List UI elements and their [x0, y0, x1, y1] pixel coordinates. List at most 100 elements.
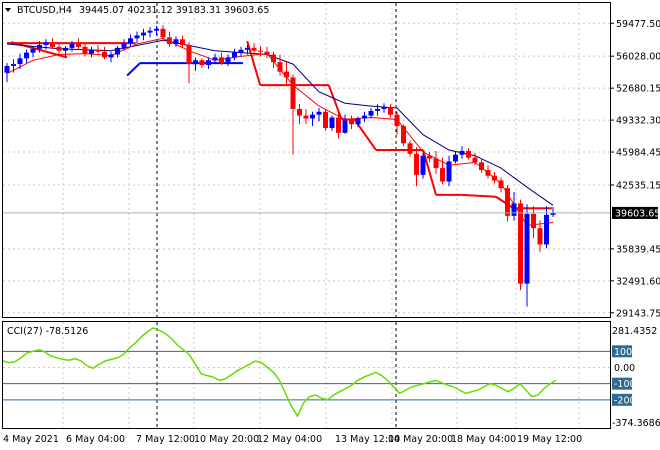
candle[interactable]	[76, 38, 81, 50]
candle[interactable]	[401, 124, 406, 147]
candle[interactable]	[466, 148, 471, 160]
candle[interactable]	[102, 46, 107, 60]
candle[interactable]	[238, 46, 244, 57]
candle[interactable]	[388, 104, 393, 118]
candle-body	[375, 108, 380, 111]
candle[interactable]	[160, 24, 166, 42]
candle[interactable]	[180, 35, 185, 48]
candle[interactable]	[459, 146, 465, 159]
candle[interactable]	[37, 41, 42, 53]
candle[interactable]	[310, 111, 315, 127]
candle-body	[355, 118, 361, 125]
candle[interactable]	[251, 43, 257, 53]
candle[interactable]	[297, 104, 302, 125]
candle[interactable]	[167, 31, 172, 47]
candle[interactable]	[154, 25, 159, 36]
candle[interactable]	[258, 45, 263, 57]
candle[interactable]	[63, 45, 68, 57]
candle[interactable]	[355, 116, 361, 128]
candle[interactable]	[427, 151, 432, 163]
candle[interactable]	[11, 59, 16, 73]
candle[interactable]	[433, 150, 439, 174]
candle[interactable]	[50, 38, 55, 49]
candle[interactable]	[89, 46, 94, 58]
candle[interactable]	[303, 108, 309, 125]
candle[interactable]	[505, 185, 510, 222]
candle[interactable]	[24, 49, 29, 64]
candle[interactable]	[524, 204, 530, 307]
candle[interactable]	[4, 63, 10, 83]
candle[interactable]	[368, 107, 374, 119]
x-tick-label: 14 May 20:00	[388, 434, 453, 445]
candle[interactable]	[271, 51, 276, 68]
candle[interactable]	[212, 53, 218, 65]
candle[interactable]	[511, 191, 517, 221]
candle[interactable]	[407, 140, 413, 157]
candle[interactable]	[245, 44, 250, 55]
candle-body	[115, 47, 120, 55]
candle[interactable]	[128, 34, 133, 47]
candle[interactable]	[381, 103, 387, 113]
candle[interactable]	[492, 171, 497, 184]
candle[interactable]	[498, 177, 504, 192]
candle[interactable]	[193, 57, 198, 71]
symbol-dropdown-icon[interactable]	[5, 8, 11, 12]
candle[interactable]	[121, 39, 127, 51]
candle[interactable]	[219, 52, 224, 66]
candle-body	[199, 60, 205, 66]
candle[interactable]	[537, 220, 543, 253]
candle[interactable]	[472, 152, 478, 166]
candle[interactable]	[414, 147, 419, 187]
candle-body	[407, 143, 413, 154]
x-tick-label: 13 May 12:00	[335, 434, 400, 445]
candle[interactable]	[69, 41, 75, 52]
candle[interactable]	[225, 54, 231, 66]
candle[interactable]	[349, 115, 354, 129]
candle[interactable]	[479, 158, 484, 173]
candle[interactable]	[453, 151, 458, 164]
candle[interactable]	[186, 42, 192, 84]
candle[interactable]	[43, 39, 49, 50]
candle[interactable]	[336, 112, 341, 139]
candle[interactable]	[147, 26, 153, 38]
candle[interactable]	[95, 44, 101, 54]
candle[interactable]	[277, 54, 283, 76]
candle[interactable]	[375, 104, 380, 116]
candle[interactable]	[206, 57, 211, 69]
candle[interactable]	[446, 155, 452, 187]
candle-body	[63, 47, 68, 51]
candle-body	[167, 37, 172, 45]
candle[interactable]	[56, 43, 62, 55]
candle[interactable]	[82, 44, 88, 57]
candle[interactable]	[115, 45, 120, 58]
y-tick-label: 29143.75	[616, 308, 660, 319]
candle[interactable]	[30, 45, 36, 58]
candle[interactable]	[394, 111, 400, 135]
candle[interactable]	[141, 28, 146, 41]
candle[interactable]	[232, 48, 237, 61]
stop-line-red	[327, 84, 343, 120]
candle[interactable]	[440, 157, 445, 185]
candle-body	[212, 57, 218, 61]
candle[interactable]	[329, 115, 335, 131]
candle-body	[251, 47, 257, 51]
candle[interactable]	[342, 114, 348, 134]
candle[interactable]	[173, 36, 179, 47]
candle-body	[95, 49, 101, 52]
candle[interactable]	[323, 109, 328, 131]
candle[interactable]	[134, 31, 140, 44]
candle[interactable]	[284, 62, 289, 86]
candle[interactable]	[550, 206, 556, 217]
candle[interactable]	[531, 206, 536, 238]
candle[interactable]	[518, 199, 523, 291]
candle[interactable]	[420, 152, 426, 179]
candle[interactable]	[316, 107, 322, 122]
candle[interactable]	[362, 111, 367, 123]
candle[interactable]	[17, 53, 23, 69]
candle[interactable]	[199, 58, 205, 68]
candle[interactable]	[108, 51, 114, 63]
candle[interactable]	[264, 46, 270, 59]
candle[interactable]	[485, 165, 491, 179]
candle[interactable]	[290, 74, 296, 155]
